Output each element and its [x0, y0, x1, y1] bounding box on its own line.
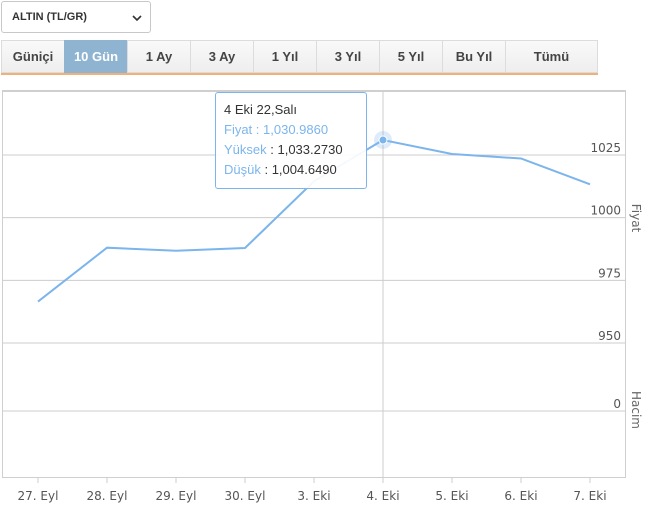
y-tick-label: 950 [598, 329, 621, 343]
period-tabs: Güniçi 10 Gün 1 Ay 3 Ay 1 Yıl 3 Yıl 5 Yı… [1, 40, 598, 75]
y-tick-label: 1025 [590, 141, 621, 155]
y-tick-label: 975 [598, 266, 621, 280]
x-tick-label: 4. Eki [366, 489, 399, 503]
volume-tick-label: 0 [613, 397, 621, 411]
tab-3-yil[interactable]: 3 Yıl [316, 40, 379, 73]
x-tick-label: 5. Eki [435, 489, 468, 503]
tooltip-low-label: Düşük [224, 162, 261, 177]
x-tick-label: 30. Eyl [225, 489, 266, 503]
tooltip-high-value: 1,033.2730 [277, 142, 343, 157]
x-tick-label: 6. Eki [504, 489, 537, 503]
volume-axis-title: Hacim [629, 391, 643, 429]
y-tick-label: 1000 [590, 204, 621, 218]
tooltip-date: 4 Eki 22,Salı [224, 102, 297, 117]
x-tick-label: 28. Eyl [87, 489, 128, 503]
x-tick-label: 27. Eyl [18, 489, 59, 503]
hover-point[interactable] [378, 135, 388, 145]
tab-1-ay[interactable]: 1 Ay [127, 40, 190, 73]
tab-tumu[interactable]: Tümü [505, 40, 598, 73]
tooltip: 4 Eki 22,Salı Fiyat : 1,030.9860 Yüksek … [215, 92, 367, 189]
tab-3-ay[interactable]: 3 Ay [190, 40, 253, 73]
x-tick-label: 3. Eki [297, 489, 330, 503]
asset-select[interactable]: ALTIN (TL/GR) [1, 1, 151, 33]
tab-10-gun[interactable]: 10 Gün [64, 40, 127, 73]
tab-bu-yil[interactable]: Bu Yıl [442, 40, 505, 73]
tab-gunici[interactable]: Güniçi [1, 40, 64, 73]
tooltip-high-label: Yüksek [224, 142, 267, 157]
tooltip-price-label: Fiyat [224, 122, 253, 137]
chevron-down-icon [132, 15, 142, 22]
asset-select-value: ALTIN (TL/GR) [12, 11, 87, 23]
tab-5-yil[interactable]: 5 Yıl [379, 40, 442, 73]
x-tick-label: 29. Eyl [156, 489, 197, 503]
x-tick-label: 7. Eki [573, 489, 606, 503]
tooltip-low-value: 1,004.6490 [271, 162, 337, 177]
y-axis-title: Fiyat [629, 204, 643, 233]
tooltip-price-value: 1,030.9860 [263, 122, 329, 137]
tab-1-yil[interactable]: 1 Yıl [253, 40, 316, 73]
